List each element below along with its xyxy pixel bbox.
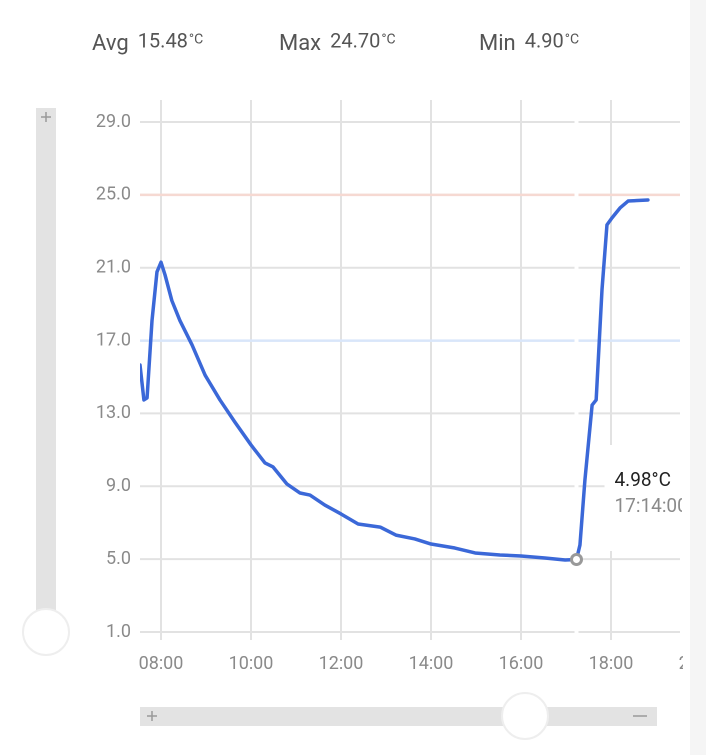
- y-tick-label: 21.0: [96, 256, 131, 277]
- vertical-slider[interactable]: [22, 108, 70, 656]
- stat-label: Avg: [92, 31, 129, 56]
- edge-strip: [690, 0, 706, 755]
- slider-thumb[interactable]: [22, 608, 70, 656]
- plot: [140, 198, 650, 567]
- stat-unit: °C: [381, 32, 395, 48]
- y-tick-label: 25.0: [96, 184, 131, 205]
- tooltip-box: [604, 445, 682, 551]
- tooltip: 4.98°C 17:14:00: [604, 445, 688, 551]
- x-tick-label: 16:00: [499, 653, 544, 674]
- stat-unit: °C: [189, 32, 203, 48]
- y-tick-label: 17.0: [96, 329, 131, 350]
- y-tick-label: 29.0: [96, 111, 131, 132]
- stat-value: 24.70: [330, 28, 380, 52]
- stat-label: Min: [479, 31, 516, 56]
- tooltip-value: 4.98°C: [615, 468, 672, 491]
- stat-unit: °C: [565, 32, 579, 48]
- stat-label: Max: [279, 31, 321, 56]
- tooltip-time: 17:14:00: [615, 494, 688, 517]
- horizontal-slider[interactable]: [140, 692, 657, 740]
- slider-thumb[interactable]: [501, 692, 549, 740]
- x-tick-label: 14:00: [409, 653, 454, 674]
- y-tick-label: 9.0: [106, 475, 131, 496]
- y-tick-label: 5.0: [106, 548, 131, 569]
- x-tick-label: 08:00: [139, 653, 184, 674]
- temperature-line: [140, 198, 650, 562]
- slider-track: [36, 108, 56, 638]
- slider-track: [140, 707, 657, 726]
- stats-bar: Avg 15.48 °C Max 24.70 °C Min 4.90 °C: [92, 28, 579, 56]
- x-tick-label: 12:00: [319, 653, 364, 674]
- highlight-point: [570, 553, 583, 567]
- x-tick-label: 18:00: [589, 653, 634, 674]
- y-tick-label: 13.0: [96, 402, 131, 423]
- stat-value: 4.90: [525, 28, 564, 52]
- x-tick-label: 20:00: [679, 653, 706, 674]
- y-axis: 1.0 5.0 9.0 13.0 17.0 21.0 25.0 29.0: [96, 111, 131, 642]
- x-tick-label: 10:00: [229, 653, 274, 674]
- stat-value: 15.48: [138, 28, 188, 52]
- x-axis: 08:00 10:00 12:00 14:00 16:00 18:00 20:00: [139, 653, 706, 674]
- y-tick-label: 1.0: [106, 621, 131, 642]
- grid: [140, 100, 680, 640]
